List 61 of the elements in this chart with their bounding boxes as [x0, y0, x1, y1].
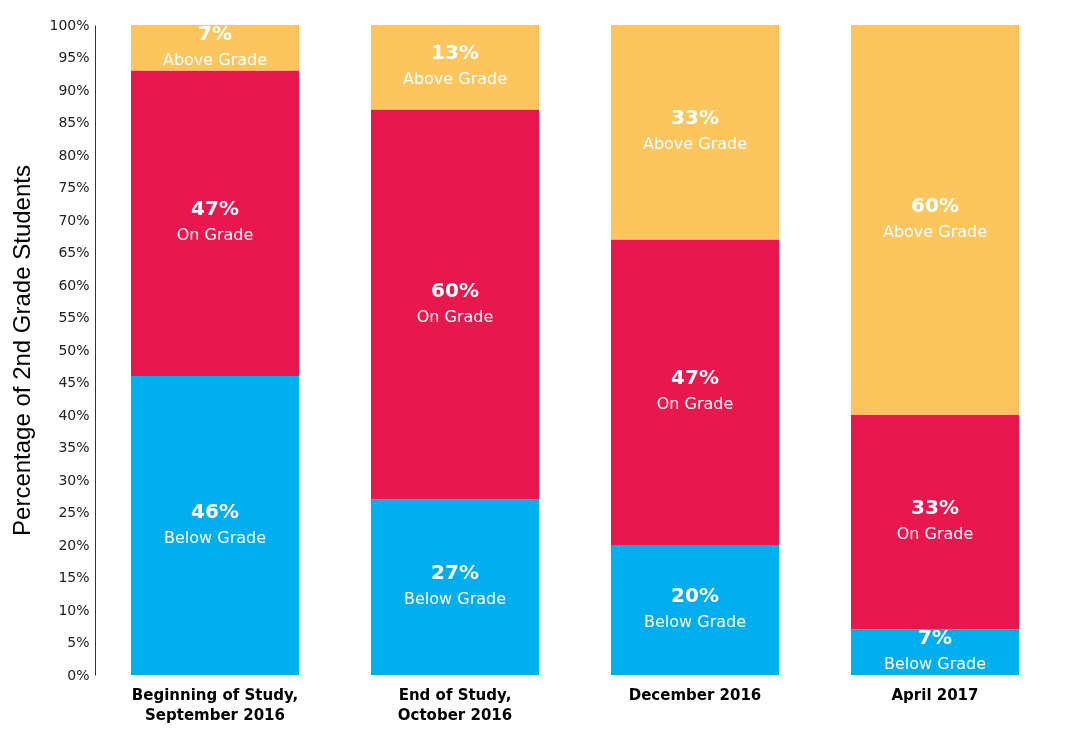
data-label: 20% — [671, 583, 719, 607]
bar — [371, 499, 539, 675]
bar — [611, 239, 779, 545]
data-label: 7% — [918, 625, 952, 650]
data-label: 46% — [191, 498, 239, 523]
y-tick-label: 65% — [58, 244, 90, 260]
data-label: 33% — [671, 105, 719, 130]
y-tick-label: 60% — [58, 276, 90, 293]
data-label: 60% — [911, 193, 959, 217]
series-label: On Grade — [176, 225, 254, 245]
bar — [851, 25, 1019, 415]
bar — [851, 415, 1019, 630]
x-tick-label: Beginning of Study, September 2016 — [131, 685, 299, 724]
y-tick-label: 20% — [58, 536, 90, 553]
data-label: 7% — [198, 20, 232, 45]
data-label: 47% — [191, 196, 239, 221]
bar — [131, 376, 299, 675]
text: Below Grade — [163, 527, 267, 547]
text: On Grade — [896, 524, 974, 544]
y-tick-label: 95% — [58, 49, 90, 65]
text: On Grade — [656, 394, 734, 414]
x-tick-label: December 2016 — [628, 685, 762, 704]
bar — [611, 25, 779, 240]
y-tick-label: 70% — [58, 211, 90, 228]
data-label: 33% — [911, 495, 959, 520]
y-tick-label: 45% — [58, 374, 90, 390]
y-tick-label: 35% — [58, 439, 90, 455]
text: On Grade — [416, 306, 494, 326]
data-label: 13% — [431, 40, 479, 65]
y-tick-label: 5% — [67, 634, 90, 650]
y-tick-label: 90% — [58, 81, 90, 98]
bar — [371, 25, 539, 110]
text: Below Grade — [643, 612, 747, 631]
y-tick-label: 75% — [58, 179, 90, 195]
y-tick-label: 55% — [58, 309, 90, 325]
text: Above Grade — [642, 134, 748, 154]
y-tick-label: 100% — [49, 16, 90, 33]
y-tick-label: 10% — [58, 601, 90, 618]
x-tick-label: End of Study, October 2016 — [397, 685, 513, 724]
y-tick-label: 30% — [58, 471, 90, 488]
bar — [611, 545, 779, 675]
data-label: 47% — [671, 365, 719, 390]
y-axis-title: Percentage of 2nd Grade Students — [8, 165, 36, 536]
y-tick-label: 40% — [58, 406, 90, 423]
y-tick-label: 80% — [58, 146, 90, 163]
y-tick-label: 50% — [58, 341, 90, 358]
series-label: Below Grade — [883, 654, 987, 674]
text: Below Grade — [403, 589, 507, 609]
text: Above Grade — [882, 222, 988, 241]
x-tick-label: April 2017 — [891, 685, 979, 704]
y-tick-label: 15% — [58, 569, 90, 585]
data-label: 60% — [431, 277, 479, 302]
data-label: 27% — [431, 560, 479, 585]
bar — [371, 109, 539, 500]
series-label: Above Grade — [162, 49, 268, 69]
text: Above Grade — [402, 69, 508, 89]
y-tick-label: 25% — [58, 504, 90, 520]
y-tick-label: 0% — [67, 666, 90, 683]
bar — [131, 70, 299, 376]
y-tick-label: 85% — [58, 114, 90, 130]
bar — [131, 25, 299, 71]
